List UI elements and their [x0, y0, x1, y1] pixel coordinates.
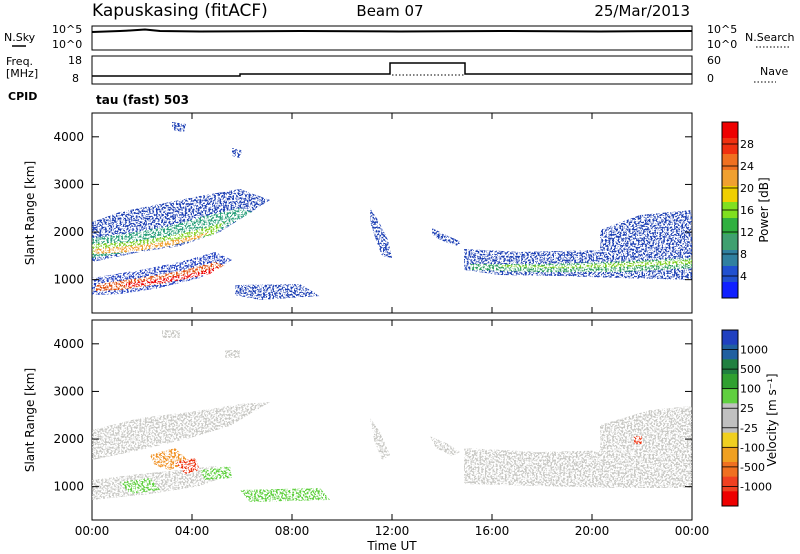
velocity-ylabel: Slant Range [km]	[23, 368, 37, 472]
colorbar-tick-label: -25	[740, 422, 758, 435]
colorbar-swatch	[722, 476, 738, 492]
y-tick-label: 1000	[53, 273, 84, 287]
velocity-panel	[91, 319, 693, 521]
time-axis-ticks: 00:00 04:00 08:00 12:00 16:00 20:00 00:00	[75, 113, 710, 538]
colorbar-swatch	[722, 359, 738, 375]
xaxis-label: Time UT	[366, 539, 417, 553]
x-tick-label: 00:00	[75, 524, 110, 538]
colorbar-tick-label: 500	[740, 363, 761, 376]
power-panel	[91, 112, 693, 314]
colorbar-tick-label: 24	[740, 160, 754, 173]
colorbar-swatch	[722, 234, 738, 251]
colorbar-swatch	[722, 282, 738, 299]
colorbar-tick-label: 100	[740, 383, 761, 396]
date-title: 25/Mar/2013	[594, 2, 690, 20]
y-tick-label: 3000	[53, 384, 84, 398]
y-tick-label: 4000	[53, 337, 84, 351]
nave-label: Nave	[760, 65, 788, 78]
colorbar-tick-label: 25	[740, 402, 754, 415]
colorbar-swatch	[722, 432, 738, 448]
colorbar-swatch	[722, 447, 738, 463]
x-tick-label: 04:00	[175, 524, 210, 538]
x-tick-label: 20:00	[575, 524, 610, 538]
power-colorbar: 28 24 20 16 12 8 4	[721, 121, 754, 299]
y-tick-label: 2000	[53, 225, 84, 239]
freq-tick-bottom: 8	[72, 72, 79, 85]
y-tick-label: 4000	[53, 130, 84, 144]
colorbar-swatch	[722, 388, 738, 404]
colorbar-tick-label: -100	[740, 441, 765, 454]
colorbar-tick-label: 4	[740, 270, 747, 283]
freq-tick-top: 18	[68, 54, 82, 67]
colorbar-swatch	[722, 154, 738, 171]
x-tick-label: 16:00	[475, 524, 510, 538]
colorbar-swatch	[722, 418, 738, 434]
colorbar-tick-label: 20	[740, 182, 754, 195]
colorbar-swatch	[722, 138, 738, 155]
velocity-colorbar-label: Velocity [m s⁻¹]	[765, 373, 779, 466]
colorbar-swatch	[722, 491, 738, 507]
colorbar-swatch	[722, 122, 738, 139]
frequency-panel: Freq. [MHz] 18 8 60 0 Nave	[6, 54, 788, 85]
power-yaxis-ticks: 1000 2000 3000 4000	[53, 130, 692, 287]
colorbar-swatch	[722, 374, 738, 390]
nave-tick-top: 60	[707, 54, 721, 67]
x-tick-label: 12:00	[375, 524, 410, 538]
colorbar-swatch	[722, 266, 738, 283]
colorbar-tick-label: 1000	[740, 344, 768, 357]
colorbar-swatch	[722, 170, 738, 187]
colorbar-swatch	[722, 403, 738, 419]
y-tick-label: 2000	[53, 432, 84, 446]
colorbar-frame	[721, 329, 739, 507]
colorbar-tick-label: -1000	[740, 480, 772, 493]
noise-panel: N.Sky 10^5 10^0 10^5 10^0 N.Search	[4, 23, 795, 51]
power-ylabel: Slant Range [km]	[23, 161, 37, 265]
nave-tick-bottom: 0	[707, 72, 714, 85]
beam-title: Beam 07	[356, 2, 423, 20]
colorbar-swatch	[722, 186, 738, 203]
freq-label-line1: Freq.	[6, 55, 33, 68]
colorbar-tick-label: 12	[740, 226, 754, 239]
colorbar-tick-label: -500	[740, 461, 765, 474]
y-tick-label: 1000	[53, 480, 84, 494]
colorbar-swatch	[722, 462, 738, 478]
noise-left-tick-top: 10^5	[52, 23, 82, 36]
colorbar-tick-label: 28	[740, 138, 754, 151]
colorbar-tick-label: 16	[740, 204, 754, 217]
colorbar-swatch	[722, 344, 738, 360]
noise-right-label: N.Search	[745, 31, 795, 44]
freq-label-line2: [MHz]	[6, 67, 38, 80]
velocity-yaxis-ticks: 1000 2000 3000 4000	[53, 337, 692, 494]
colorbar-swatch	[722, 218, 738, 235]
noise-right-tick-bottom: 10^0	[707, 38, 737, 51]
cpid-text: tau (fast) 503	[96, 93, 189, 107]
colorbar-swatch	[722, 330, 738, 346]
noise-right-tick-top: 10^5	[707, 23, 737, 36]
y-tick-label: 3000	[53, 177, 84, 191]
station-title: Kapuskasing (fitACF)	[92, 1, 268, 21]
velocity-colorbar: 1000 500 100 25 -25 -100 -500 -1000	[721, 329, 772, 507]
cpid-label: CPID	[8, 90, 37, 103]
x-tick-label: 00:00	[675, 524, 710, 538]
x-tick-label: 08:00	[275, 524, 310, 538]
colorbar-tick-label: 8	[740, 248, 747, 261]
power-colorbar-label: Power [dB]	[757, 177, 771, 242]
noise-left-tick-bottom: 10^0	[52, 38, 82, 51]
noise-left-label: N.Sky	[4, 31, 36, 44]
colorbar-swatch	[722, 250, 738, 267]
